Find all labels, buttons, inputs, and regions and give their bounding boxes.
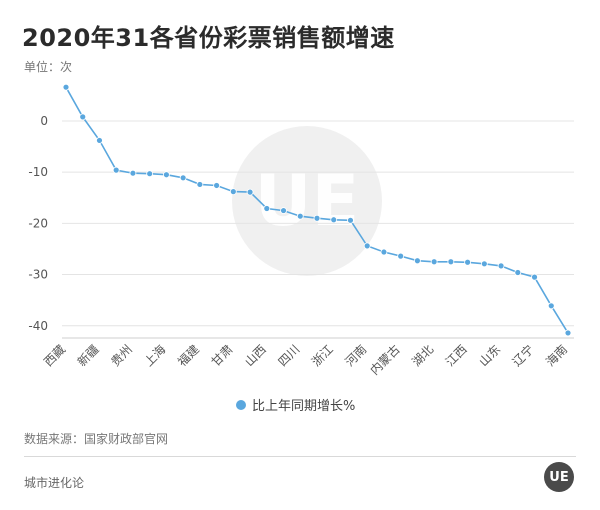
footer-brand: 城市进化论 <box>24 476 85 490</box>
legend-label: 比上年同期增长% <box>252 399 355 414</box>
x-tick-label: 甘肃 <box>209 342 236 369</box>
series-line-layer <box>65 86 569 334</box>
data-point <box>497 262 505 270</box>
x-tick-label: 上海 <box>141 342 169 370</box>
data-point <box>330 216 338 224</box>
chart-title: 2020年31各省份彩票销售额增速 <box>22 24 395 52</box>
data-point <box>196 181 204 188</box>
x-tick-label: 福建 <box>174 342 202 370</box>
data-point <box>413 257 421 265</box>
data-point <box>363 242 371 250</box>
data-point <box>229 188 237 196</box>
data-point <box>179 174 187 182</box>
x-tick-label: 四川 <box>276 342 303 369</box>
x-tick-label: 贵州 <box>108 342 135 369</box>
data-point <box>531 273 538 281</box>
y-tick-label: -10 <box>28 165 48 179</box>
data-point <box>564 329 572 337</box>
x-tick-label: 浙江 <box>309 342 336 369</box>
x-tick-label: 海南 <box>543 342 571 370</box>
footer-divider <box>24 456 576 457</box>
x-tick-label: 河南 <box>342 342 370 370</box>
x-tick-label: 山西 <box>242 342 269 369</box>
y-tick-label: -30 <box>28 268 48 282</box>
data-points <box>62 83 572 337</box>
line-chart: 0 -10 -20 -30 -40 西藏 新疆 贵州 上海 福建 甘肃 山西 四川 浙江 河南内蒙古 湖北江… <box>28 83 574 414</box>
brand-logo-icon: UE <box>544 462 574 492</box>
data-point <box>280 207 287 214</box>
data-point <box>447 258 455 266</box>
legend-marker <box>236 400 246 410</box>
data-source: 数据来源：国家财政部官网 <box>24 432 169 446</box>
data-point <box>397 252 405 260</box>
data-point <box>347 216 354 224</box>
x-tick-label: 江西 <box>443 342 470 369</box>
y-tick-label: 0 <box>40 114 48 128</box>
watermark-logo: UE <box>232 126 382 276</box>
data-point <box>146 170 154 178</box>
y-tick-label: -40 <box>28 319 48 333</box>
data-point <box>514 269 522 276</box>
data-point <box>547 302 555 310</box>
x-tick-label: 新疆 <box>74 342 102 370</box>
x-tick-label: 内蒙古 <box>367 342 403 378</box>
grid-lines <box>62 120 574 339</box>
data-point <box>112 166 120 174</box>
data-point <box>296 212 304 220</box>
data-point <box>480 260 488 268</box>
unit-label: 单位：次 <box>24 60 73 74</box>
data-point <box>430 258 438 266</box>
x-tick-label: 湖北 <box>409 342 437 370</box>
data-point <box>464 258 472 266</box>
data-point <box>263 205 271 212</box>
data-point <box>129 169 137 177</box>
x-tick-label: 西藏 <box>41 342 68 369</box>
data-point <box>79 113 87 121</box>
data-point <box>62 83 70 91</box>
legend: 比上年同期增长% <box>236 399 355 414</box>
y-tick-label: -20 <box>28 216 48 230</box>
series-line <box>65 86 569 334</box>
data-point <box>96 137 103 144</box>
data-point <box>246 188 254 196</box>
y-axis-ticks: 0 -10 -20 -30 -40 <box>28 114 48 333</box>
data-point <box>213 182 221 189</box>
data-point <box>313 214 321 222</box>
data-point <box>380 248 388 256</box>
x-tick-label: 山东 <box>476 342 503 369</box>
data-point <box>162 171 170 179</box>
x-tick-label: 辽宁 <box>509 342 537 370</box>
